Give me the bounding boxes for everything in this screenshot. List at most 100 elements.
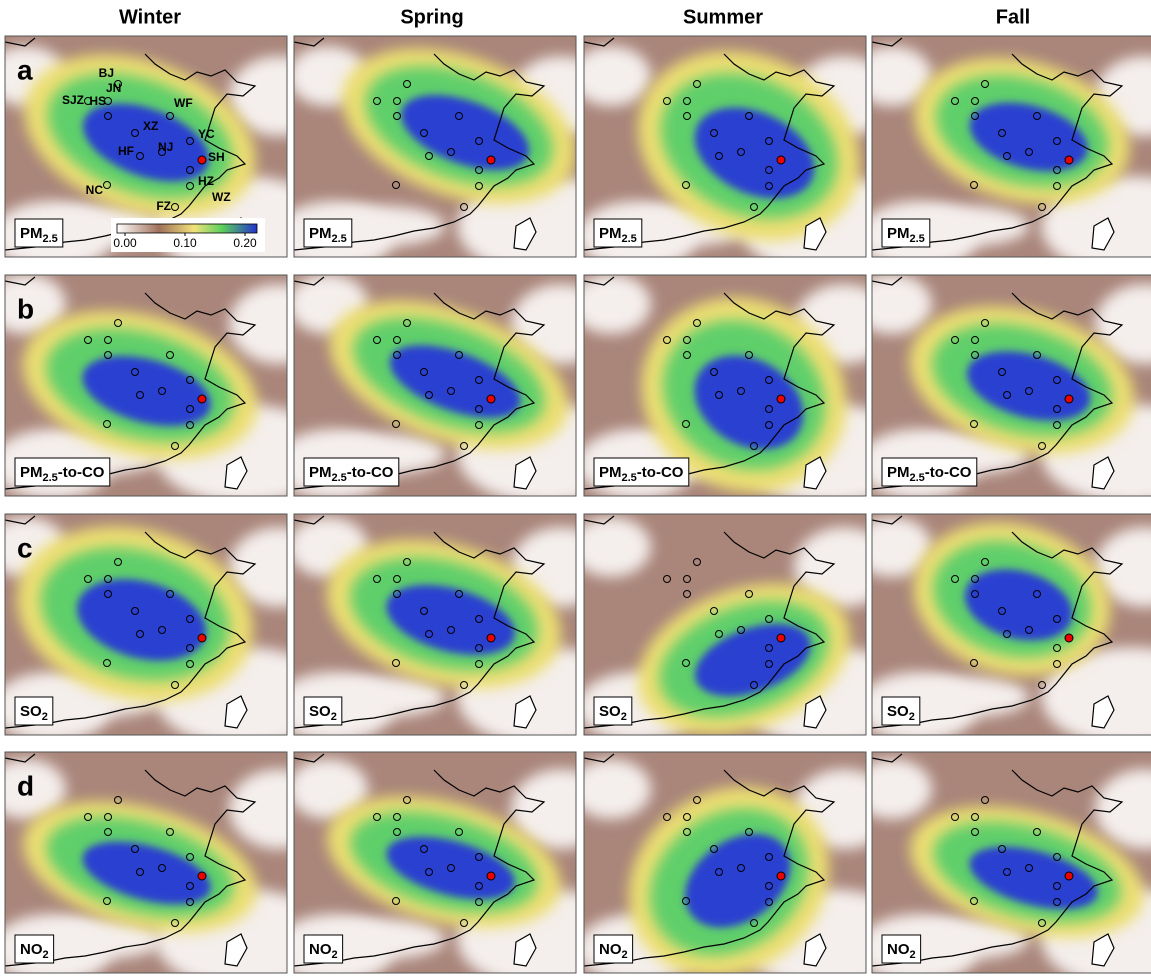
map-panel: bPM2.5-to-CO <box>0 274 335 504</box>
species-subscript: 2 <box>622 949 628 961</box>
species-name: PM <box>599 225 622 242</box>
species-subscript: 2.5 <box>910 233 925 245</box>
species-subscript: 2.5 <box>332 472 347 484</box>
low-value-area <box>571 759 651 819</box>
species-name: PM <box>20 225 43 242</box>
species-subscript: 2.5 <box>622 233 637 245</box>
city-marker <box>198 634 206 642</box>
species-subscript: 2 <box>332 949 338 961</box>
city-label: NC <box>86 183 104 197</box>
city-marker <box>198 156 206 164</box>
city-marker <box>777 156 785 164</box>
colorbar-tick-label: 0.00 <box>113 236 137 250</box>
map-panel: dNO2 <box>0 752 335 976</box>
city-label: WZ <box>212 190 231 204</box>
city-marker <box>487 634 495 642</box>
map-panel: SO2 <box>852 501 1151 747</box>
city-label: XZ <box>143 119 158 133</box>
season-header: Spring <box>400 6 463 28</box>
species-name: PM <box>887 225 910 242</box>
map-panel: cSO2 <box>0 501 335 747</box>
season-header: Summer <box>683 6 763 28</box>
species-subscript: 2 <box>331 711 337 723</box>
map-panel: PM2.5-to-CO <box>571 260 920 530</box>
species-name: SO <box>887 703 909 720</box>
city-marker <box>198 395 206 403</box>
city-label: WF <box>174 96 193 110</box>
city-marker <box>1065 634 1073 642</box>
species-name: PM <box>887 464 910 481</box>
colorbar-tick-label: 0.10 <box>173 236 197 250</box>
map-panel: NO2 <box>571 748 920 976</box>
species-label: PM2.5-to-CO <box>309 464 394 484</box>
map-panel: SO2 <box>274 514 637 747</box>
species-label: PM2.5-to-CO <box>887 464 972 484</box>
species-subscript: 2.5 <box>622 472 637 484</box>
map-panel: SO2 <box>571 514 920 762</box>
city-marker <box>1065 156 1073 164</box>
low-value-area <box>909 677 1029 717</box>
species-label: PM2.5-to-CO <box>599 464 684 484</box>
city-label: SJZ <box>62 93 84 107</box>
species-subscript: 2.5 <box>43 233 58 245</box>
map-panel: PM2.5 <box>274 18 637 276</box>
city-marker <box>487 395 495 403</box>
species-name: NO <box>887 941 910 958</box>
figure: WinterSpringSummerFallBJSJZJNWFHSXZYCHFN… <box>0 0 1151 976</box>
city-marker <box>487 872 495 880</box>
row-letter: d <box>17 770 34 801</box>
species-name: NO <box>599 941 622 958</box>
species-name: NO <box>309 941 332 958</box>
colorbar <box>117 224 257 233</box>
species-subscript: 2.5 <box>910 472 925 484</box>
city-label: FZ <box>156 199 171 213</box>
species-subscript: 2 <box>909 711 915 723</box>
low-value-area <box>571 46 651 106</box>
species-name: PM <box>309 464 332 481</box>
species-subscript: 2.5 <box>332 233 347 245</box>
species-subscript: 2 <box>910 949 916 961</box>
row-letter: b <box>17 293 34 324</box>
city-label: NJ <box>158 140 173 154</box>
species-suffix: -to-CO <box>58 464 105 481</box>
species-name: PM <box>20 464 43 481</box>
map-panel: NO2 <box>274 752 637 976</box>
species-name: SO <box>20 703 42 720</box>
species-name: PM <box>309 225 332 242</box>
species-name: PM <box>599 464 622 481</box>
map-panel: PM2.5-to-CO <box>852 274 1151 504</box>
low-value-area <box>571 274 651 334</box>
map-panel: PM2.5-to-CO <box>274 271 637 504</box>
species-suffix: -to-CO <box>637 464 684 481</box>
species-name: SO <box>599 703 621 720</box>
species-subscript: 2.5 <box>43 472 58 484</box>
city-label: YC <box>198 127 215 141</box>
city-marker <box>1065 872 1073 880</box>
colorbar-tick-label: 0.20 <box>233 236 257 250</box>
city-marker <box>487 156 495 164</box>
season-header: Fall <box>996 6 1030 28</box>
map-panel: PM2.5 <box>852 35 1151 276</box>
species-subscript: 2 <box>42 711 48 723</box>
low-value-area <box>325 677 445 717</box>
species-name: SO <box>309 703 331 720</box>
species-suffix: -to-CO <box>347 464 394 481</box>
city-label: HS <box>89 94 106 108</box>
city-marker <box>198 872 206 880</box>
map-panel: NO2 <box>852 752 1151 976</box>
city-label: JN <box>106 81 121 95</box>
city-label: HZ <box>198 174 214 188</box>
city-label: HF <box>118 144 134 158</box>
map-panel: PM2.5 <box>571 16 920 276</box>
species-suffix: -to-CO <box>925 464 972 481</box>
row-letter: a <box>17 54 33 85</box>
map-field <box>571 260 920 530</box>
city-label: SH <box>208 150 225 164</box>
city-marker <box>777 395 785 403</box>
species-name: NO <box>20 941 43 958</box>
city-marker <box>1065 395 1073 403</box>
season-header: Winter <box>119 6 181 28</box>
species-subscript: 2 <box>621 711 627 723</box>
city-marker <box>777 634 785 642</box>
